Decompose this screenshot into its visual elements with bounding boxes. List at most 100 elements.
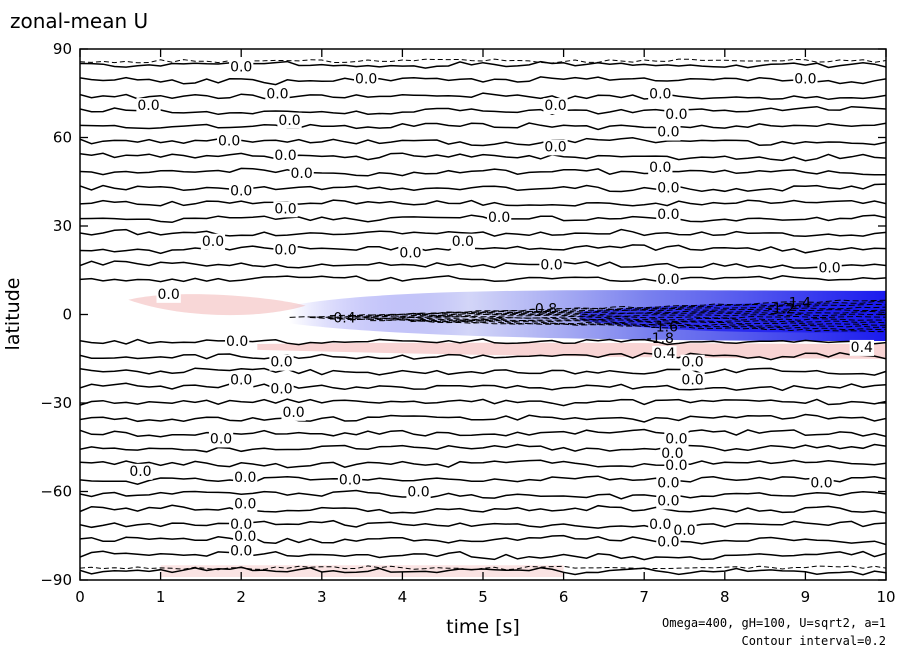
y-tick-label: −90	[40, 571, 72, 589]
contour-label-background	[273, 148, 298, 165]
contour-label: 0.0	[488, 210, 510, 226]
contour-label-background	[656, 180, 681, 197]
negative-contour-line-polar	[80, 58, 886, 64]
negative-contour-line	[390, 319, 886, 331]
contour-label: 0.0	[657, 493, 679, 509]
zero-contour-line	[80, 443, 886, 453]
negative-contour-line	[309, 313, 886, 318]
contour-label: 0.0	[657, 535, 679, 551]
contour-label: 0.0	[665, 431, 687, 447]
y-tick-label: −60	[40, 483, 72, 501]
contour-label-background	[664, 457, 689, 474]
negative-contour-line	[370, 306, 886, 316]
zero-contour-line	[80, 382, 886, 392]
contour-label-background	[793, 71, 818, 88]
contour-label: 0.0	[291, 166, 313, 182]
contour-label: 0.0	[210, 431, 232, 447]
contour-label-background	[656, 124, 681, 141]
contour-label: -0.4	[328, 310, 355, 326]
contour-label-background	[450, 233, 475, 250]
contour-label: 0.0	[274, 243, 296, 259]
contour-label-background	[273, 242, 298, 259]
zero-contour-line	[80, 76, 886, 86]
contour-label: 0.0	[202, 234, 224, 250]
contour-label: 0.0	[270, 355, 292, 371]
contour-label: 0.0	[355, 72, 377, 88]
contour-label-background	[200, 233, 226, 250]
contour-label: 0.0	[810, 476, 832, 492]
contour-label-background	[656, 207, 681, 224]
contour-label: -1.2	[768, 302, 795, 318]
negative-contour-line-polar	[80, 565, 886, 571]
contour-label: 0.0	[407, 485, 429, 501]
contour-label: 0.0	[657, 272, 679, 288]
zero-contour-line	[80, 367, 886, 376]
x-tick-label: 2	[236, 588, 246, 606]
zero-contour-line	[80, 475, 886, 485]
contour-label: 0.0	[540, 257, 562, 273]
zero-contour-line	[80, 260, 886, 271]
contour-label: -0.8	[530, 302, 557, 318]
contour-label: 0.0	[657, 181, 679, 197]
x-tick-label: 0	[75, 588, 85, 606]
negative-contour-line	[390, 303, 886, 315]
annotation-contour-interval: Contour interval=0.2	[742, 634, 887, 648]
x-tick-label: 10	[876, 588, 895, 606]
contour-label-background	[680, 372, 705, 389]
contour-label-background	[128, 463, 153, 480]
contour-label-background	[539, 257, 564, 274]
contour-label: 0.0	[129, 464, 151, 480]
contour-label-background	[648, 86, 673, 103]
zero-contour-line	[80, 122, 886, 131]
contour-label: 0.0	[681, 355, 703, 371]
contour-label-background	[269, 381, 294, 398]
negative-contour-line	[329, 317, 886, 324]
contour-label-background	[680, 354, 705, 371]
x-tick-label: 8	[720, 588, 730, 606]
zero-contour-line	[80, 199, 886, 207]
negative-contour-line	[410, 320, 886, 333]
contour-label-background	[648, 160, 673, 176]
contour-label: 0.0	[278, 113, 300, 129]
contour-label: 0.0	[270, 381, 292, 397]
y-tick-label: 0	[62, 306, 72, 324]
y-tick-label: 60	[53, 129, 72, 147]
contour-label-background	[817, 260, 842, 277]
contour-label: 0.0	[158, 287, 180, 303]
contour-label-background	[229, 183, 254, 200]
contour-label-background	[269, 354, 294, 371]
zero-contour-line	[80, 92, 886, 101]
contour-label: 0.4	[851, 340, 873, 356]
contour-label: 0.0	[794, 72, 816, 88]
zero-contour-line	[80, 550, 886, 561]
zero-contour-line	[80, 152, 886, 162]
x-tick-label: 4	[398, 588, 408, 606]
contour-label-background	[265, 86, 290, 103]
contour-label: 0.0	[339, 473, 361, 489]
zero-contour-line	[80, 413, 886, 423]
contour-label-background	[156, 286, 181, 303]
x-axis-label: time [s]	[446, 616, 520, 638]
x-tick-label: 6	[559, 588, 569, 606]
contour-label-background	[849, 339, 875, 356]
contour-label-background	[486, 210, 512, 227]
negative-contour-line	[370, 319, 886, 328]
contour-label-background	[229, 543, 254, 560]
zero-contour-line	[80, 566, 886, 576]
contour-label-background	[233, 469, 258, 486]
negative-contour-line	[289, 315, 886, 319]
contour-labels: 0.0 0.0 0.0 0.0 0.0 0.0 0.0 0.0 0.0 0.0 0.0 0.0 0.0 0…	[128, 59, 875, 560]
contour-label: 0.0	[230, 184, 252, 200]
contour-label: 0.0	[399, 246, 421, 262]
contour-label-background	[648, 516, 673, 533]
negative-contour-line	[430, 299, 886, 314]
zero-contour-line	[80, 534, 886, 546]
contour-label-background	[398, 245, 423, 262]
zero-contour-line	[80, 167, 886, 177]
x-tick-label: 1	[156, 588, 166, 606]
contour-label-background	[656, 272, 681, 289]
contour-label: 0.0	[657, 207, 679, 223]
zero-contour-line	[80, 459, 886, 469]
zero-contour-line	[80, 105, 886, 116]
contour-label-background	[281, 404, 306, 421]
